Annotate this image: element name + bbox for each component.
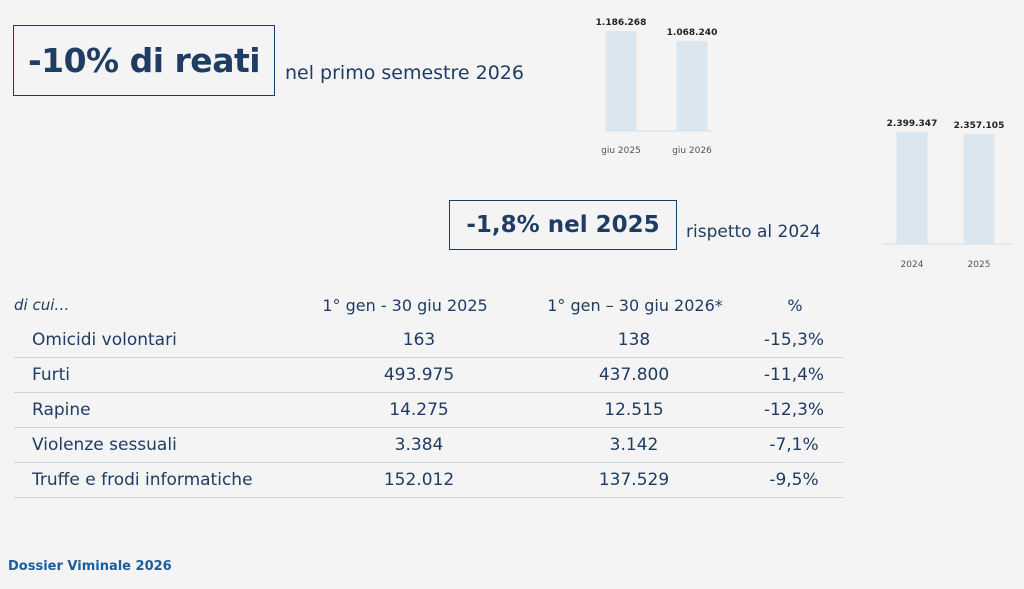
row-value-2026: 12.515 [604,400,664,420]
bar [896,132,928,244]
row-value-2025: 3.384 [394,435,444,455]
semester-bar-chart: 1.186.268 giu 2025 1.068.240 giu 2026 [596,18,718,156]
category-label: 2024 [901,260,924,270]
row-percent: -12,3% [763,400,825,420]
table-header-2025: 1° gen - 30 giu 2025 [322,296,488,315]
row-value-2026: 137.529 [598,470,670,490]
row-label: Truffe e frodi informatiche [32,470,253,490]
row-value-2026: 3.142 [609,435,659,455]
category-label: giu 2025 [601,146,641,156]
row-label: Furti [32,365,71,385]
footer-source: Dossier Viminale 2026 [8,559,172,574]
row-label: Rapine [32,400,91,420]
row-value-2025: 152.012 [383,470,455,490]
category-label: giu 2026 [672,146,712,156]
headline-box: -10% di reati [13,25,275,96]
secondary-subtitle: rispetto al 2024 [686,222,821,242]
table-row: Rapine 14.275 12.515 -12,3% [14,393,843,428]
row-value-2025: 163 [402,330,436,350]
row-percent: -15,3% [763,330,825,350]
headline-subtitle: nel primo semestre 2026 [285,62,524,84]
headline-main: -10% di reati [27,41,261,80]
row-value-2026: 437.800 [598,365,670,385]
row-percent: -9,5% [769,470,819,490]
row-percent: -7,1% [769,435,819,455]
table-header-percent: % [787,296,803,315]
bar-value-label: 1.186.268 [596,18,647,28]
bar-value-label: 2.357.105 [954,121,1005,131]
bar-value-label: 1.068.240 [667,28,718,38]
row-value-2025: 14.275 [389,400,449,420]
table-row: Furti 493.975 437.800 -11,4% [14,358,843,393]
table-header-2026: 1° gen – 30 giu 2026* [547,296,723,315]
row-label: Violenze sessuali [32,435,177,455]
row-percent: -11,4% [763,365,825,385]
yearly-bar-chart: 2.399.347 2024 2.357.105 2025 [882,119,1013,270]
secondary-headline-box: -1,8% nel 2025 [449,200,677,250]
table-intro: di cui… [14,296,70,314]
bar [963,133,995,244]
table-row: Omicidi volontari 163 138 -15,3% [14,323,843,358]
table-row: Violenze sessuali 3.384 3.142 -7,1% [14,428,843,463]
bar-value-label: 2.399.347 [887,119,938,129]
bar [605,31,637,131]
row-value-2025: 493.975 [383,365,455,385]
row-value-2026: 138 [617,330,651,350]
row-label: Omicidi volontari [32,330,177,350]
secondary-headline: -1,8% nel 2025 [466,212,660,238]
bar [676,40,708,131]
table-row: Truffe e frodi informatiche 152.012 137.… [14,463,843,498]
category-label: 2025 [968,260,991,270]
